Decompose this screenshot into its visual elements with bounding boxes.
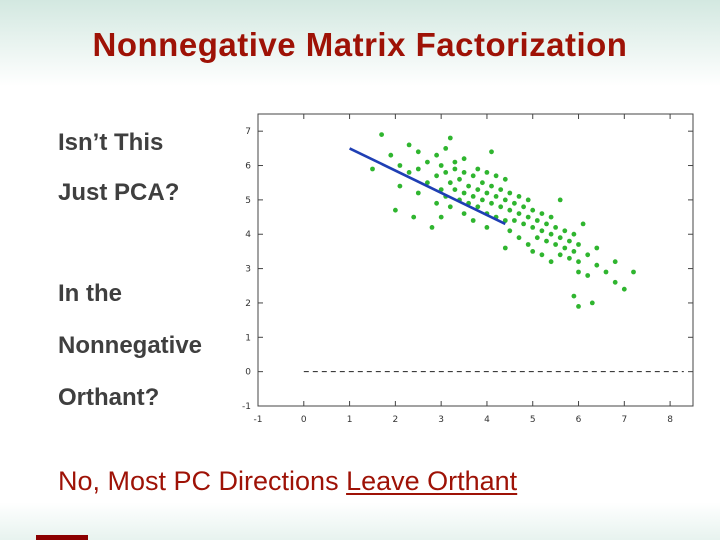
svg-text:5: 5 bbox=[530, 415, 536, 425]
svg-text:3: 3 bbox=[245, 265, 251, 275]
question-text-block-2: In the Nonnegative Orthant? bbox=[58, 268, 202, 424]
svg-text:1: 1 bbox=[347, 415, 353, 425]
left-text-line: In the bbox=[58, 280, 122, 307]
svg-text:4: 4 bbox=[245, 230, 251, 240]
conclusion-underlined: Leave Orthant bbox=[346, 466, 518, 496]
svg-text:2: 2 bbox=[393, 415, 399, 425]
svg-text:0: 0 bbox=[245, 368, 251, 378]
svg-text:7: 7 bbox=[245, 127, 251, 137]
svg-text:5: 5 bbox=[245, 196, 251, 206]
svg-text:2: 2 bbox=[245, 299, 251, 309]
svg-text:-1: -1 bbox=[242, 402, 251, 412]
conclusion-prefix: No, Most PC Directions bbox=[58, 466, 347, 496]
svg-text:6: 6 bbox=[245, 162, 251, 172]
svg-text:-1: -1 bbox=[254, 415, 263, 425]
svg-text:6: 6 bbox=[576, 415, 582, 425]
svg-text:4: 4 bbox=[484, 415, 490, 425]
svg-text:1: 1 bbox=[245, 333, 251, 343]
slide-title: Nonnegative Matrix Factorization bbox=[92, 26, 628, 63]
left-text-line: Isn’t This bbox=[58, 129, 164, 156]
scatter-plot-svg: -1 0 1 2 3 4 5 6 7 8 -1 0 1 2 3 4 5 6 7 bbox=[242, 113, 694, 425]
question-text-block-1: Isn’t This Just PCA? bbox=[58, 118, 179, 218]
svg-text:7: 7 bbox=[621, 415, 627, 425]
slide-corner-accent bbox=[36, 535, 88, 540]
left-text-line: Orthant? bbox=[58, 384, 160, 411]
left-text-line: Nonnegative bbox=[58, 332, 203, 359]
svg-text:8: 8 bbox=[667, 415, 673, 425]
left-text-line: Just PCA? bbox=[58, 179, 180, 206]
svg-text:3: 3 bbox=[438, 415, 444, 425]
svg-text:0: 0 bbox=[301, 415, 307, 425]
conclusion-text: No, Most PC Directions Leave Orthant bbox=[58, 466, 517, 497]
scatter-plot: -1 0 1 2 3 4 5 6 7 8 -1 0 1 2 3 4 5 6 7 bbox=[212, 100, 707, 440]
